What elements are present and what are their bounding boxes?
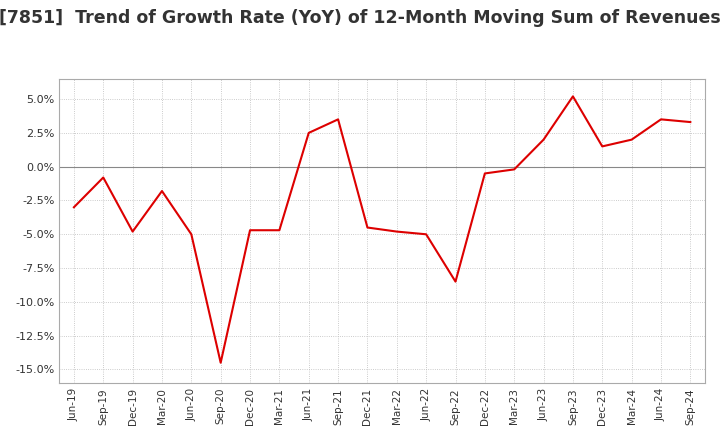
Text: [7851]  Trend of Growth Rate (YoY) of 12-Month Moving Sum of Revenues: [7851] Trend of Growth Rate (YoY) of 12-… — [0, 9, 720, 27]
